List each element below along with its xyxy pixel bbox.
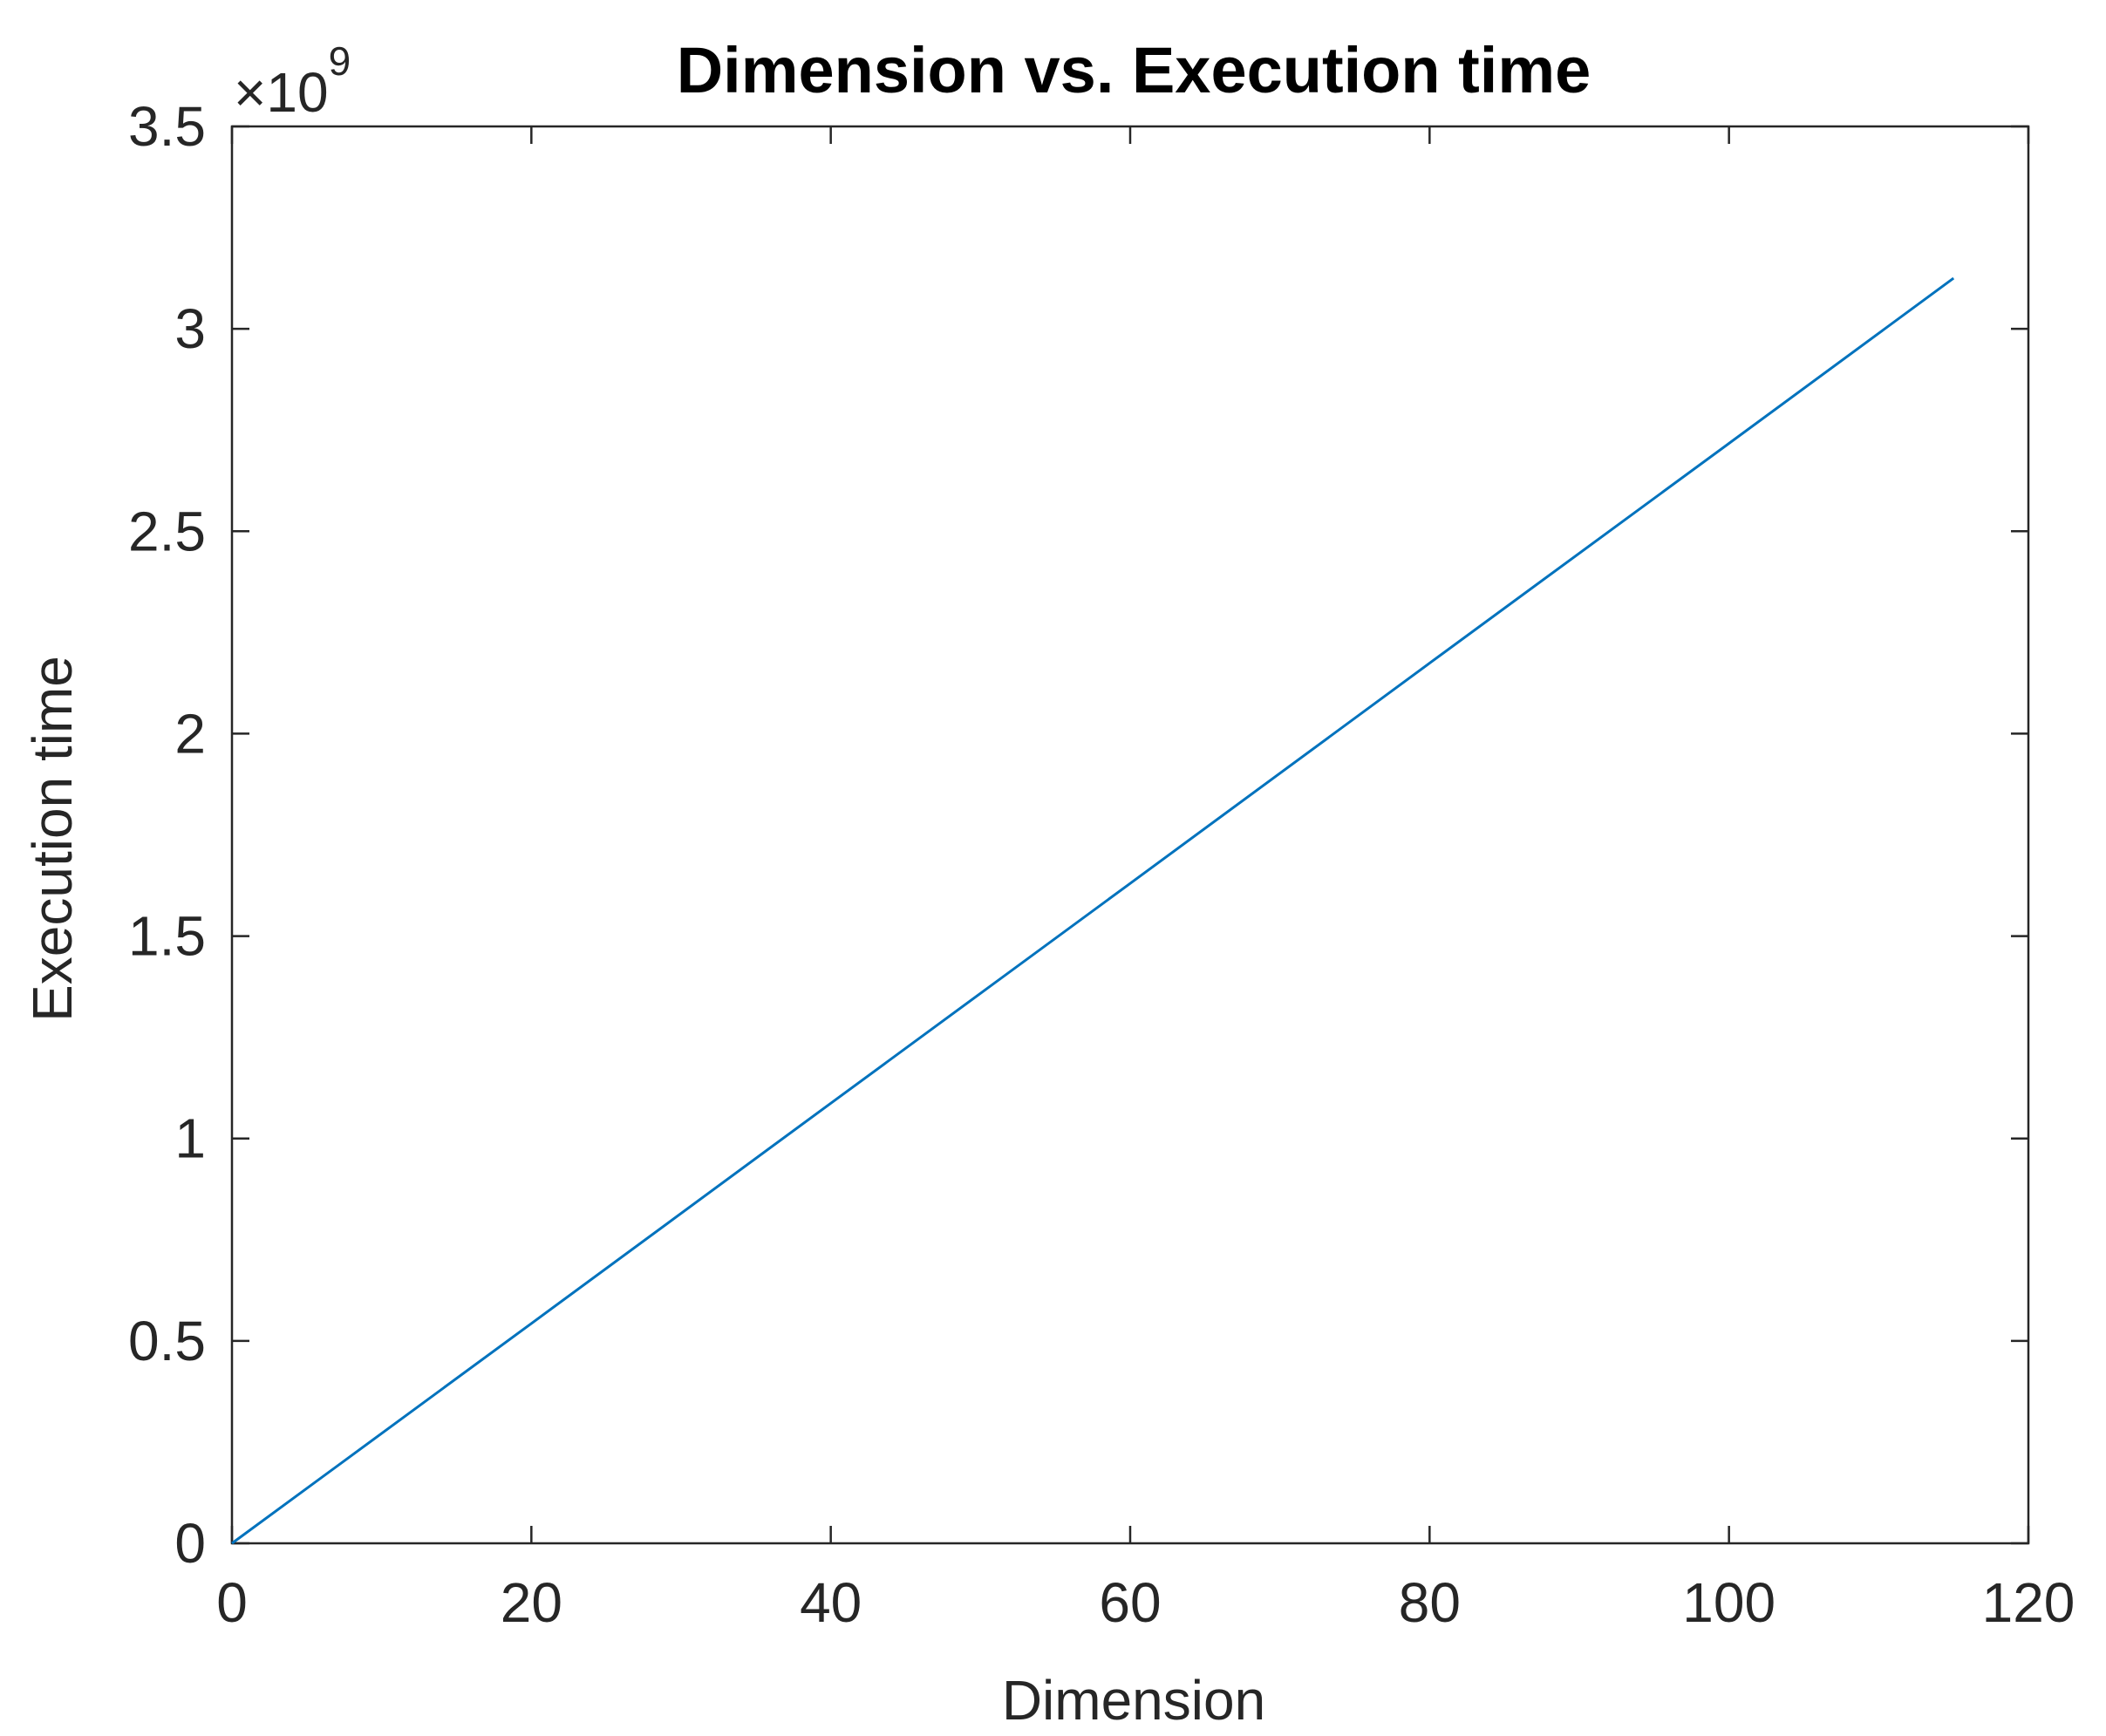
y-exponent-prefix: × xyxy=(234,61,266,124)
y-exponent-label: ×109 xyxy=(234,38,351,124)
x-axis-label: Dimension xyxy=(1002,1669,1265,1732)
axes-box xyxy=(230,125,2030,1545)
x-tick-label: 80 xyxy=(1399,1571,1461,1634)
y-exponent-power: 9 xyxy=(329,38,351,84)
y-tick-label: 1.5 xyxy=(128,905,206,968)
y-tick-label: 3.5 xyxy=(128,95,206,158)
x-tick-label: 40 xyxy=(800,1571,862,1634)
y-axis-label: Execution time xyxy=(21,656,84,1022)
plot-area xyxy=(230,125,2030,1545)
x-tick-label: 120 xyxy=(1982,1571,2075,1634)
x-tick-label: 20 xyxy=(501,1571,562,1634)
chart-title: Dimension vs. Execution time xyxy=(677,34,1591,106)
y-tick-label: 3 xyxy=(174,297,206,360)
y-tick-label: 2.5 xyxy=(128,500,206,562)
x-tick-label: 0 xyxy=(216,1571,248,1634)
y-axis-tick-labels: 0 0.5 1 1.5 2 2.5 3 3.5 xyxy=(128,95,206,1575)
series-layer xyxy=(231,276,1955,1545)
x-tick-label: 60 xyxy=(1099,1571,1161,1634)
y-tick-label: 0.5 xyxy=(128,1310,206,1372)
y-tick-label: 2 xyxy=(174,702,206,765)
y-axis-ticks xyxy=(232,125,2028,1545)
svg-text:×109: ×109 xyxy=(234,38,351,124)
y-tick-label: 0 xyxy=(174,1512,206,1575)
series-line xyxy=(231,276,1955,1545)
y-exponent-base: 10 xyxy=(266,61,328,124)
y-tick-label: 1 xyxy=(174,1107,206,1170)
x-axis-ticks xyxy=(230,126,2030,1543)
x-axis-tick-labels: 0 20 40 60 80 100 120 xyxy=(216,1571,2075,1634)
x-tick-label: 100 xyxy=(1682,1571,1775,1634)
